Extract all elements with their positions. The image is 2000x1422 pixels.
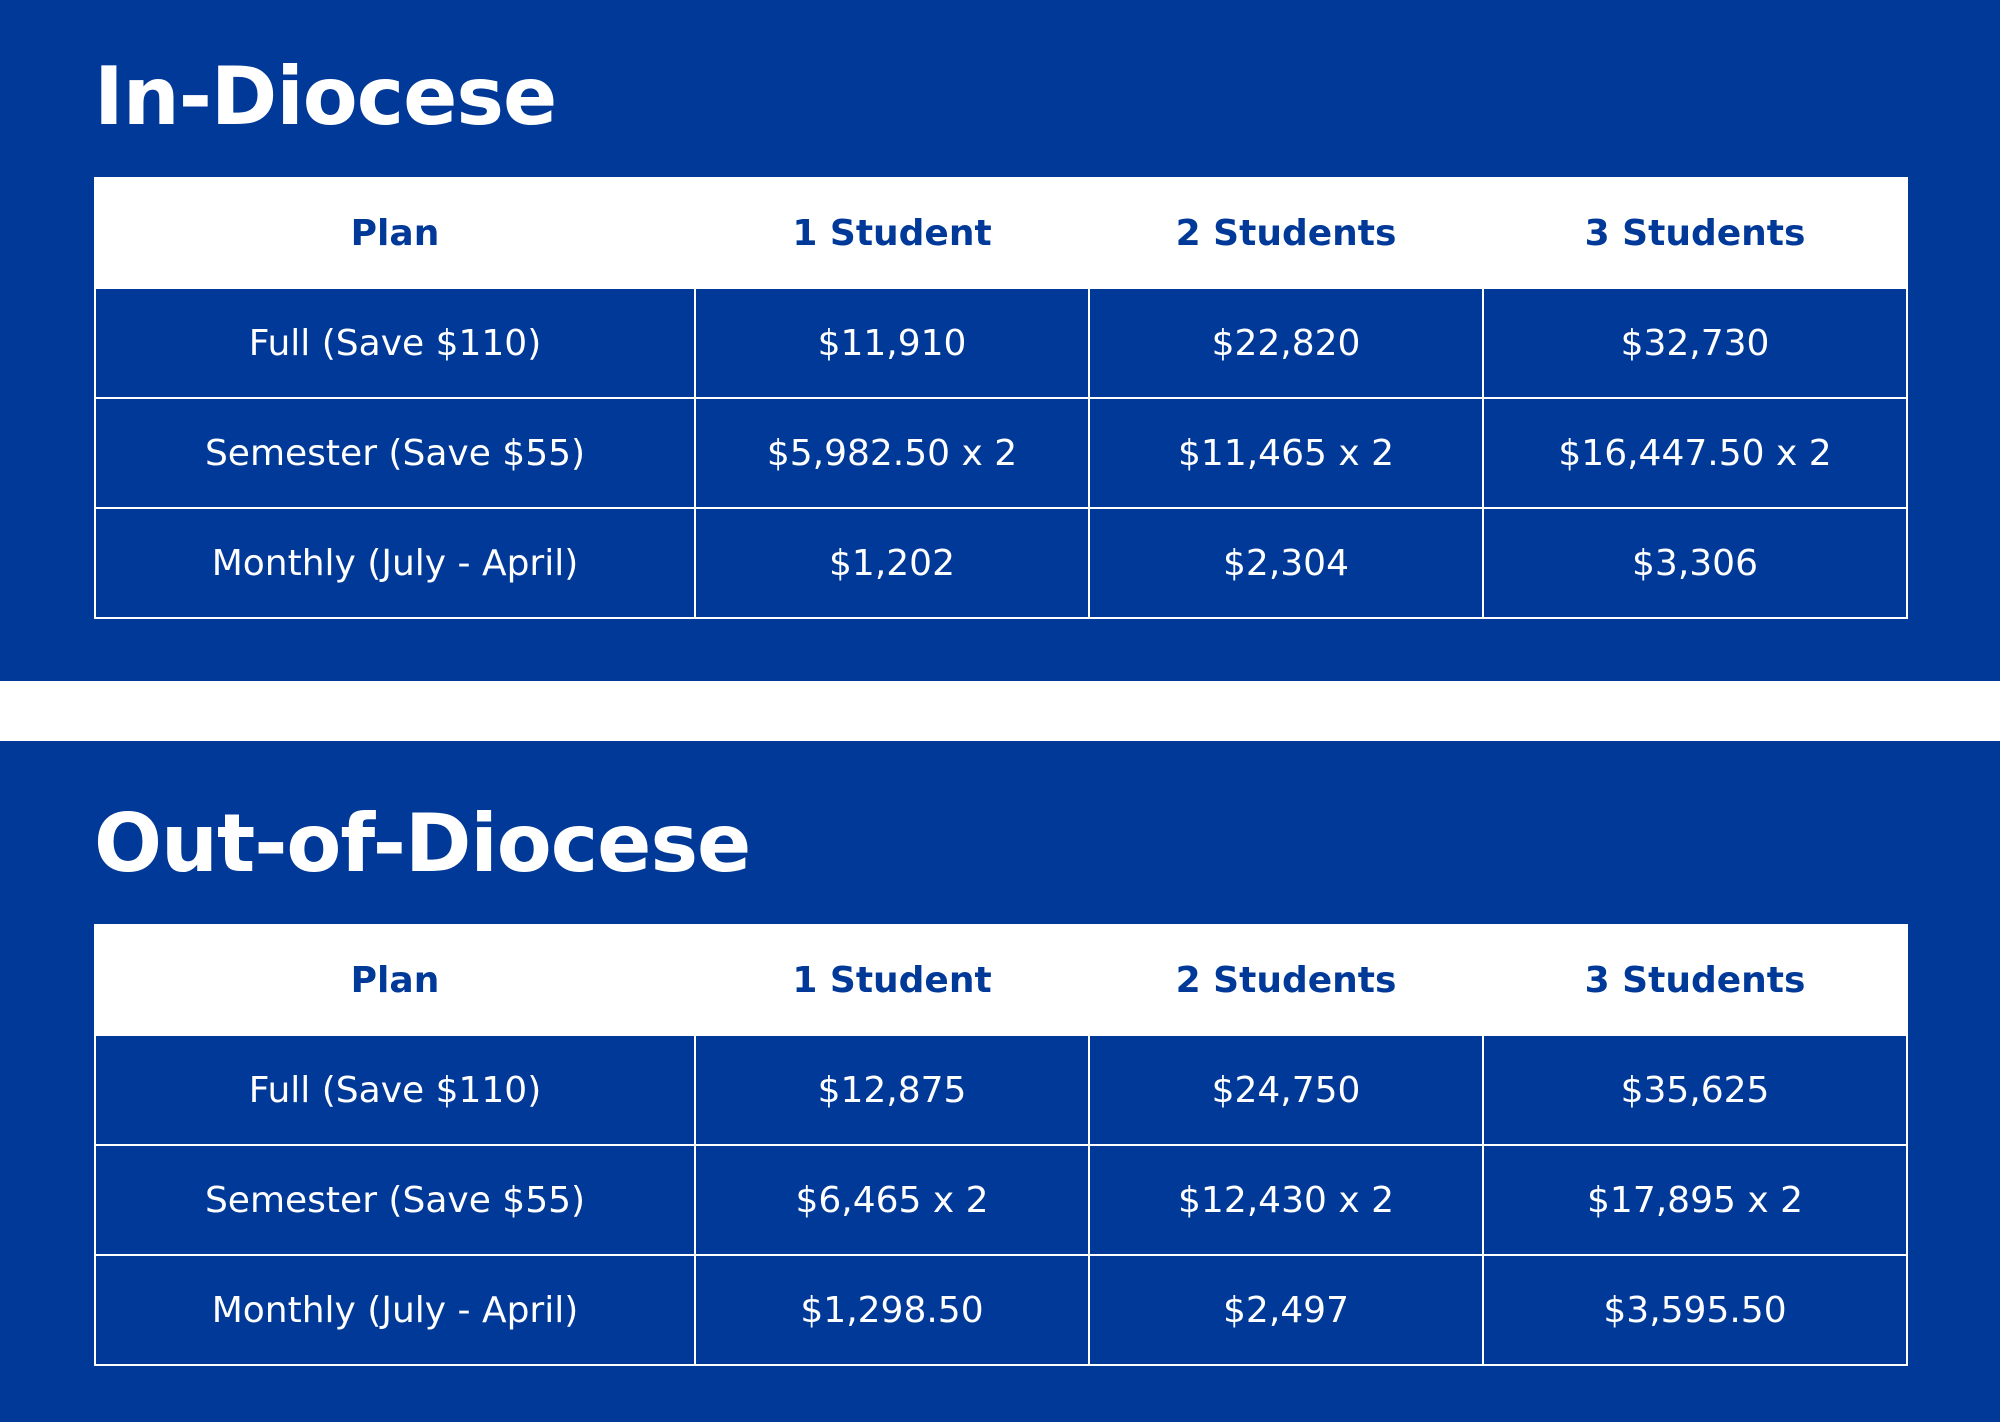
table-row: Semester (Save $55) $5,982.50 x 2 $11,46…	[94, 397, 1908, 509]
table-row: Full (Save $110) $12,875 $24,750 $35,625	[94, 1034, 1908, 1146]
price-cell: $12,430 x 2	[1088, 1144, 1484, 1256]
price-cell: $1,202	[694, 507, 1090, 619]
header-1-student: 1 Student	[694, 924, 1090, 1036]
price-cell: $16,447.50 x 2	[1482, 397, 1908, 509]
price-cell: $3,306	[1482, 507, 1908, 619]
out-of-diocese-section: Out-of-Diocese Plan 1 Student 2 Students…	[0, 741, 2000, 1422]
price-cell: $2,304	[1088, 507, 1484, 619]
table-row: Monthly (July - April) $1,202 $2,304 $3,…	[94, 507, 1908, 619]
price-cell: $12,875	[694, 1034, 1090, 1146]
price-cell: $1,298.50	[694, 1254, 1090, 1366]
header-plan: Plan	[94, 177, 696, 289]
price-cell: $11,465 x 2	[1088, 397, 1484, 509]
table-row: Full (Save $110) $11,910 $22,820 $32,730	[94, 287, 1908, 399]
table-row: Semester (Save $55) $6,465 x 2 $12,430 x…	[94, 1144, 1908, 1256]
price-cell: $3,595.50	[1482, 1254, 1908, 1366]
price-cell: $24,750	[1088, 1034, 1484, 1146]
price-cell: $32,730	[1482, 287, 1908, 399]
price-cell: $2,497	[1088, 1254, 1484, 1366]
plan-name-cell: Semester (Save $55)	[94, 1144, 696, 1256]
plan-name-cell: Monthly (July - April)	[94, 507, 696, 619]
plan-name-cell: Full (Save $110)	[94, 287, 696, 399]
header-3-students: 3 Students	[1482, 924, 1908, 1036]
header-2-students: 2 Students	[1088, 924, 1484, 1036]
price-cell: $22,820	[1088, 287, 1484, 399]
table-header-row: Plan 1 Student 2 Students 3 Students	[94, 924, 1908, 1036]
tuition-table: Plan 1 Student 2 Students 3 Students Ful…	[94, 177, 1908, 619]
plan-name-cell: Full (Save $110)	[94, 1034, 696, 1146]
header-1-student: 1 Student	[694, 177, 1090, 289]
plan-name-cell: Monthly (July - April)	[94, 1254, 696, 1366]
in-diocese-section: In-Diocese Plan 1 Student 2 Students 3 S…	[0, 0, 2000, 681]
price-cell: $11,910	[694, 287, 1090, 399]
table-header-row: Plan 1 Student 2 Students 3 Students	[94, 177, 1908, 289]
header-plan: Plan	[94, 924, 696, 1036]
section-title: Out-of-Diocese	[94, 797, 751, 890]
section-title: In-Diocese	[94, 50, 557, 143]
header-2-students: 2 Students	[1088, 177, 1484, 289]
table-row: Monthly (July - April) $1,298.50 $2,497 …	[94, 1254, 1908, 1366]
price-cell: $6,465 x 2	[694, 1144, 1090, 1256]
plan-name-cell: Semester (Save $55)	[94, 397, 696, 509]
price-cell: $17,895 x 2	[1482, 1144, 1908, 1256]
price-cell: $5,982.50 x 2	[694, 397, 1090, 509]
tuition-table: Plan 1 Student 2 Students 3 Students Ful…	[94, 924, 1908, 1366]
header-3-students: 3 Students	[1482, 177, 1908, 289]
price-cell: $35,625	[1482, 1034, 1908, 1146]
